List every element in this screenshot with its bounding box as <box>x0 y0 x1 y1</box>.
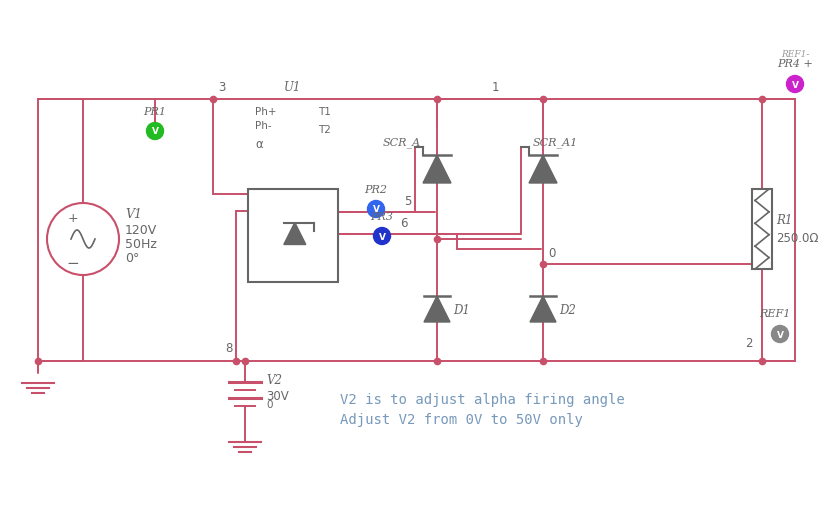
Text: REF1-: REF1- <box>781 50 809 59</box>
Text: −: − <box>66 255 80 270</box>
Text: α: α <box>255 138 263 151</box>
Text: 250.0Ω: 250.0Ω <box>776 231 818 244</box>
Text: Ph+: Ph+ <box>255 107 276 117</box>
Circle shape <box>772 326 788 343</box>
Text: R1: R1 <box>776 213 793 226</box>
Text: SCR_A1: SCR_A1 <box>533 137 579 148</box>
Polygon shape <box>529 156 557 184</box>
Text: D2: D2 <box>559 303 576 316</box>
Text: 3: 3 <box>218 81 226 94</box>
Text: V1: V1 <box>125 207 142 220</box>
Text: 0°: 0° <box>125 251 139 264</box>
Text: Adjust V2 from 0V to 50V only: Adjust V2 from 0V to 50V only <box>340 412 583 426</box>
Text: +: + <box>68 211 78 224</box>
Polygon shape <box>284 223 305 245</box>
Text: V2: V2 <box>266 374 282 387</box>
Text: T2: T2 <box>318 125 331 135</box>
Text: V: V <box>378 232 385 241</box>
Circle shape <box>787 76 803 93</box>
Polygon shape <box>530 296 556 322</box>
Text: T1: T1 <box>318 107 331 117</box>
Text: PR2: PR2 <box>364 185 388 194</box>
Polygon shape <box>423 156 451 184</box>
Circle shape <box>374 228 390 245</box>
Text: 30V: 30V <box>266 390 289 403</box>
Circle shape <box>368 201 384 218</box>
Text: 2: 2 <box>745 336 753 349</box>
Text: V: V <box>373 205 379 214</box>
Text: 5: 5 <box>404 194 412 208</box>
Text: V2 is to adjust alpha firing angle: V2 is to adjust alpha firing angle <box>340 392 625 406</box>
Text: 120V: 120V <box>125 223 157 236</box>
Text: 0: 0 <box>548 246 555 260</box>
Text: 6: 6 <box>400 216 408 230</box>
Polygon shape <box>424 296 450 322</box>
Text: V: V <box>152 127 159 136</box>
Text: PR3: PR3 <box>370 212 393 221</box>
Circle shape <box>147 123 164 140</box>
Text: V: V <box>777 330 784 339</box>
Text: V: V <box>792 80 798 89</box>
Text: PR1: PR1 <box>144 107 167 117</box>
Text: 1: 1 <box>492 81 500 94</box>
Text: Ph-: Ph- <box>255 121 271 131</box>
Text: SCR_A: SCR_A <box>383 137 421 148</box>
Text: 0: 0 <box>266 399 272 409</box>
Bar <box>248 190 338 282</box>
Text: D1: D1 <box>453 303 470 316</box>
Circle shape <box>47 204 119 275</box>
Text: U1: U1 <box>285 81 301 94</box>
Bar <box>752 190 772 269</box>
Text: REF1: REF1 <box>759 308 791 318</box>
Text: 8: 8 <box>226 342 233 354</box>
Text: PR4 +: PR4 + <box>777 59 813 69</box>
Text: 50Hz: 50Hz <box>125 237 157 250</box>
